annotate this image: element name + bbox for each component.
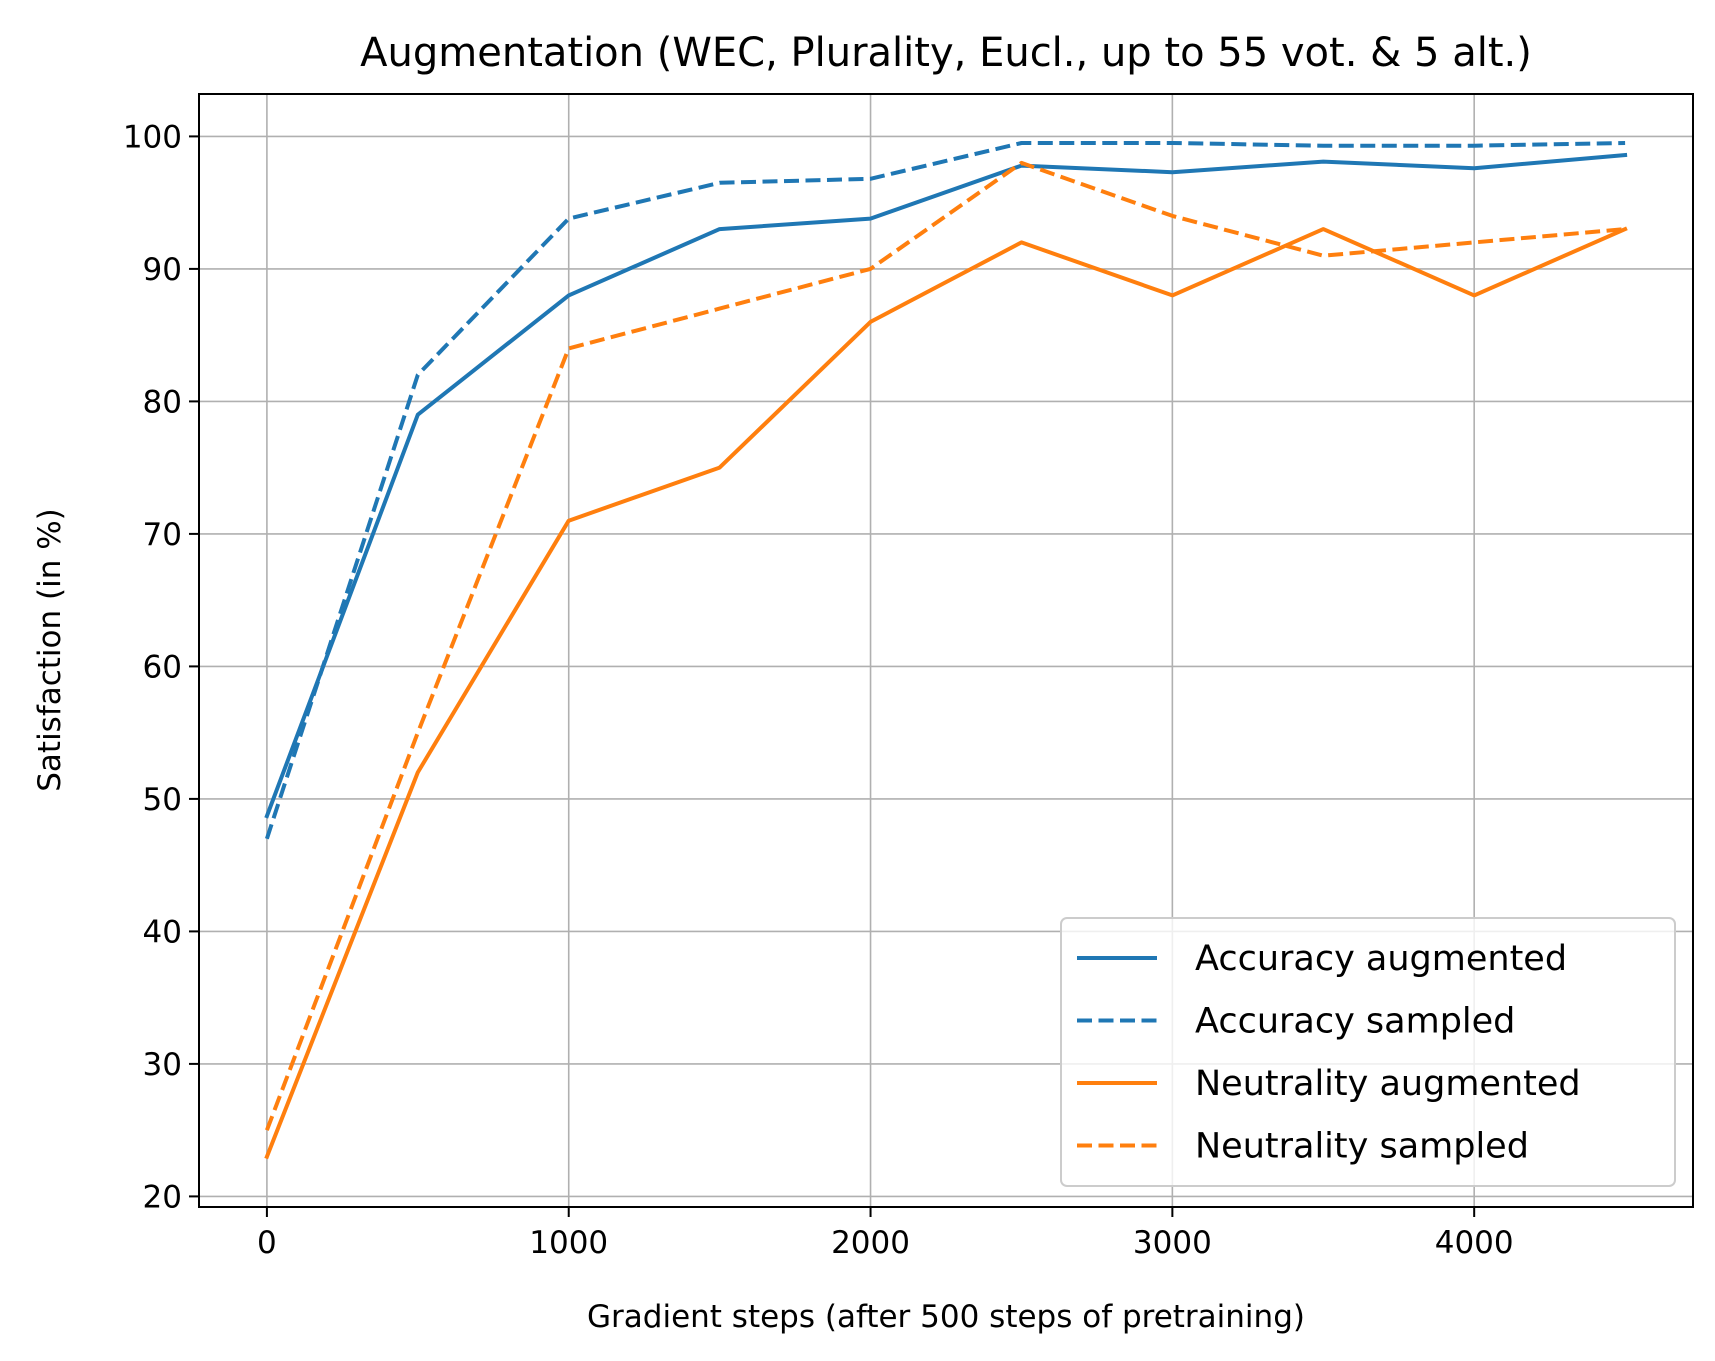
y-tick-label: 20 [143, 1179, 182, 1215]
x-tick-label: 3000 [1133, 1225, 1212, 1261]
legend-label: Accuracy sampled [1195, 1002, 1515, 1042]
ticks: 0 1000 2000 3000 4000 20 30 40 50 60 70 80 90 100 [123, 119, 1514, 1261]
x-axis-label: Gradient steps (after 500 steps of pretr… [587, 1299, 1305, 1335]
y-tick-label: 70 [143, 517, 182, 553]
chart-title: Augmentation (WEC, Plurality, Eucl., up … [360, 30, 1532, 76]
legend-label: Neutrality augmented [1195, 1064, 1581, 1104]
series-group [264, 141, 1628, 1160]
legend: Accuracy augmented Accuracy sampled Neutra… [1060, 917, 1676, 1187]
y-tick-label: 30 [143, 1047, 182, 1083]
legend-box [1060, 917, 1676, 1187]
y-tick-label: 80 [143, 384, 182, 420]
x-tick-label: 4000 [1435, 1225, 1514, 1261]
y-tick-label: 50 [143, 782, 182, 818]
x-tick-label: 1000 [529, 1225, 608, 1261]
legend-label: Accuracy augmented [1195, 939, 1567, 979]
x-tick-label: 0 [257, 1225, 277, 1261]
series-line-neutrality-augmented [264, 226, 1628, 1160]
x-tick-label: 2000 [831, 1225, 910, 1261]
grid [199, 94, 1693, 1207]
y-tick-label: 90 [143, 252, 182, 288]
series-line-neutrality-sampled [265, 160, 1626, 1131]
y-axis-label: Satisfaction (in %) [32, 508, 68, 792]
y-tick-label: 60 [143, 649, 182, 685]
series-line-accuracy-augmented [264, 152, 1628, 819]
series-line-accuracy-sampled [264, 141, 1626, 840]
plot-frame [198, 93, 1694, 1208]
legend-label: Neutrality sampled [1195, 1127, 1529, 1167]
y-tick-label: 40 [143, 914, 182, 950]
y-tick-label: 100 [123, 119, 182, 155]
